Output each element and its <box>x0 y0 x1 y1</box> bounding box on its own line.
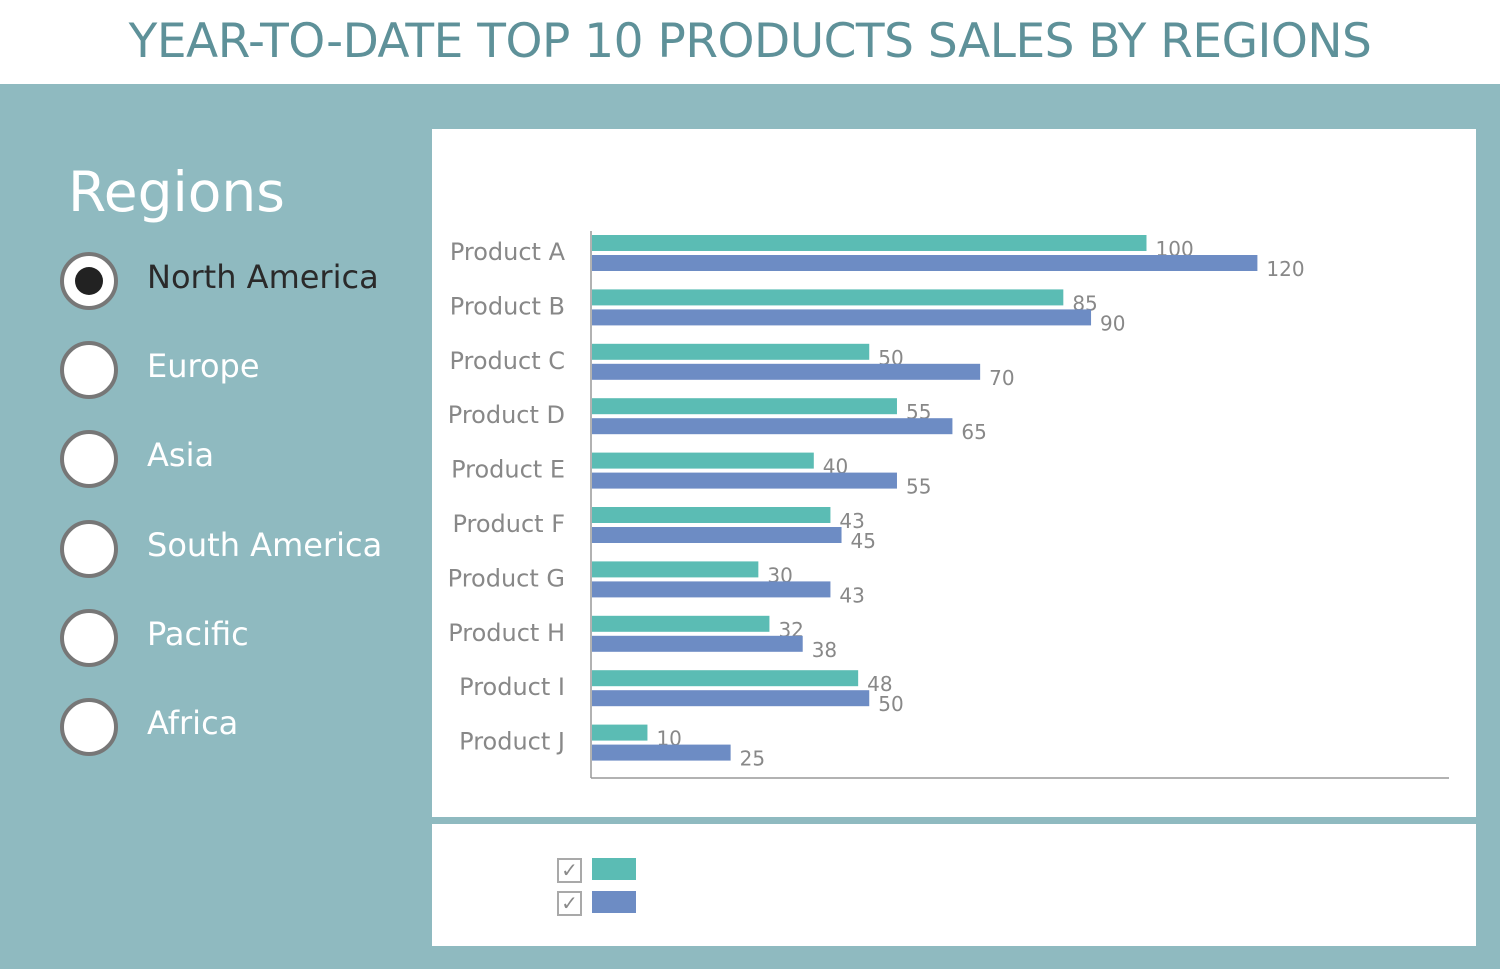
category-label: Product H <box>448 619 565 647</box>
regions-panel: Regions North America Europe Asia South Ame… <box>0 84 432 969</box>
bar-1 <box>592 398 897 415</box>
radio-label: Asia <box>147 436 215 474</box>
radio-button[interactable] <box>60 609 118 667</box>
bar-2 <box>592 418 953 435</box>
regions-title: Regions <box>68 160 285 224</box>
bar-2 <box>592 635 803 652</box>
category-label: Product D <box>448 401 565 429</box>
category-label: Product B <box>450 292 565 320</box>
category-label: Product E <box>451 456 565 484</box>
radio-button[interactable] <box>60 430 118 488</box>
bar-1 <box>592 561 759 578</box>
data-label: 70 <box>989 366 1014 390</box>
category-label: Product J <box>459 728 565 756</box>
bar-2 <box>592 255 1258 271</box>
legend-swatch <box>592 858 636 880</box>
bar-1 <box>592 343 870 360</box>
radio-button[interactable] <box>60 252 118 310</box>
bar-2 <box>592 363 981 380</box>
checkbox-checked-icon[interactable]: ✓ <box>557 891 582 916</box>
checkbox-checked-icon[interactable]: ✓ <box>557 858 582 883</box>
category-label: Product F <box>452 510 565 538</box>
bar-2 <box>592 472 897 489</box>
bar-1 <box>592 452 814 469</box>
data-label: 43 <box>839 509 864 533</box>
legend-swatch <box>592 891 636 913</box>
legend-panel: ✓ ✓ <box>432 824 1476 946</box>
bar-1 <box>592 615 770 632</box>
bar-2 <box>592 744 731 761</box>
data-label: 38 <box>812 638 837 662</box>
bar-1 <box>592 670 859 687</box>
radio-label: Africa <box>147 704 239 742</box>
radio-button[interactable] <box>60 698 118 756</box>
data-label: 50 <box>878 692 903 716</box>
bar-2 <box>592 581 831 598</box>
bar-2 <box>592 690 870 707</box>
header: YEAR-TO-DATE TOP 10 PRODUCTS SALES BY RE… <box>0 0 1500 84</box>
bar-2 <box>592 527 842 543</box>
bar-2 <box>592 309 1092 326</box>
page-title: YEAR-TO-DATE TOP 10 PRODUCTS SALES BY RE… <box>128 14 1372 69</box>
data-label: 90 <box>1100 311 1125 335</box>
category-label: Product A <box>450 238 566 266</box>
bar-1 <box>592 507 831 523</box>
radio-label: Europe <box>147 347 260 385</box>
bar-1 <box>592 235 1147 251</box>
data-label: 43 <box>839 583 864 607</box>
data-label: 55 <box>906 475 931 499</box>
data-label: 120 <box>1266 257 1304 281</box>
radio-button[interactable] <box>60 341 118 399</box>
radio-dot-icon <box>75 267 103 295</box>
bar-1 <box>592 289 1064 306</box>
category-label: Product C <box>449 347 565 375</box>
category-label: Product G <box>448 564 565 592</box>
bar-1 <box>592 724 648 741</box>
data-label: 45 <box>851 529 876 553</box>
radio-label: North America <box>147 258 379 296</box>
chart-panel: Product A 100 120 Product B 85 90 Product C 50 7… <box>432 129 1476 817</box>
category-label: Product I <box>459 673 565 701</box>
data-label: 48 <box>867 672 892 696</box>
data-label: 65 <box>961 420 986 444</box>
radio-button[interactable] <box>60 520 118 578</box>
radio-label: Pacific <box>147 615 249 653</box>
radio-label: South America <box>147 526 383 564</box>
data-label: 25 <box>740 747 765 771</box>
